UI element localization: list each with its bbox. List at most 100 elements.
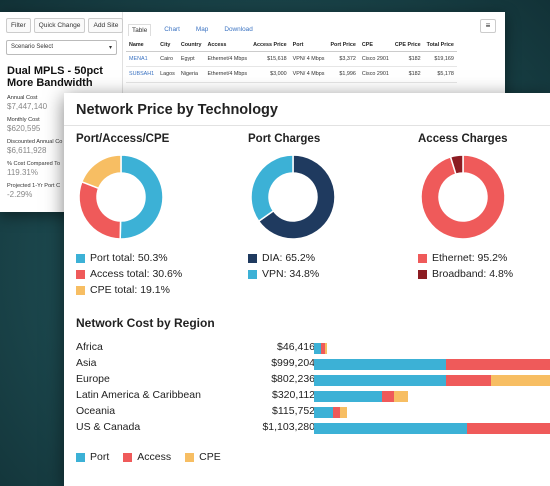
region-total: $320,112: [271, 389, 315, 401]
site-name-link[interactable]: MENA1: [126, 51, 158, 67]
legend-label: Ethernet: 95.2%: [432, 252, 508, 264]
site-name-link[interactable]: SUBSAH1: [126, 66, 158, 83]
scenario-panel: Filter Quick Change Add Site Scenario Se…: [0, 12, 124, 212]
bar-segment-port[interactable]: [314, 423, 468, 434]
legend-label: Access total: 30.6%: [90, 268, 183, 280]
legend-swatch: [248, 253, 257, 263]
donut-legend: Ethernet: 95.2% Broadband: 4.8%: [418, 252, 550, 280]
tab-chart[interactable]: Chart: [164, 26, 180, 33]
legend-item: CPE: [185, 451, 221, 463]
legend-swatch: [248, 269, 257, 279]
table-row[interactable]: MENA1 Cairo Egypt Ethernet/4 Mbps $15,618 VPN…: [126, 51, 457, 67]
table-cell: Cisco 2901: [358, 66, 392, 83]
bar-segment-cpe[interactable]: [491, 375, 550, 386]
donut-slice[interactable]: [420, 154, 506, 240]
legend-item: VPN: 34.8%: [248, 268, 398, 280]
metric-label: Annual Cost: [7, 95, 38, 101]
donut-graphic: [78, 154, 164, 240]
donut-graphic: [420, 154, 506, 240]
quick-change-button[interactable]: Quick Change: [33, 18, 86, 33]
table-cell: $19,169: [423, 51, 457, 67]
table-header[interactable]: Access Price: [250, 40, 290, 52]
region-bar[interactable]: [314, 391, 550, 402]
donut-slice[interactable]: [119, 154, 164, 240]
region-bar[interactable]: [314, 359, 550, 370]
region-row: Europe $802,236: [76, 373, 550, 387]
donut-slice[interactable]: [257, 154, 336, 240]
legend-label: VPN: 34.8%: [262, 268, 320, 280]
bar-segment-access[interactable]: [382, 391, 395, 402]
table-cell: Cairo: [157, 51, 178, 67]
bar-segment-port[interactable]: [314, 407, 333, 418]
donut-slice[interactable]: [449, 154, 464, 176]
scenario-select[interactable]: Scenario Select ▾: [6, 40, 117, 55]
metric-label: Monthly Cost: [7, 117, 40, 123]
table-header[interactable]: Port Price: [327, 40, 359, 52]
table-header[interactable]: Total Price: [423, 40, 457, 52]
region-name: US & Canada: [76, 421, 141, 433]
table-cell: Egypt: [177, 51, 205, 67]
bar-segment-port[interactable]: [314, 391, 383, 402]
legend-label: Broadband: 4.8%: [432, 268, 514, 280]
bar-segment-access[interactable]: [321, 343, 325, 354]
region-row: Asia $999,204: [76, 357, 550, 371]
region-bar[interactable]: [314, 343, 550, 354]
region-name: Oceania: [76, 405, 116, 417]
donut-slice[interactable]: [78, 180, 122, 240]
legend-label: DIA: 65.2%: [262, 252, 316, 264]
filter-button[interactable]: Filter: [6, 18, 31, 33]
bar-segment-access[interactable]: [332, 407, 340, 418]
bar-segment-access[interactable]: [446, 359, 550, 370]
legend-item: Ethernet: 95.2%: [418, 252, 550, 264]
table-header[interactable]: CPE Price: [391, 40, 424, 52]
sites-table: Name City Country Access Access Price Port Por…: [126, 40, 457, 83]
legend-item: Port total: 50.3%: [76, 252, 226, 264]
legend-swatch: [76, 253, 85, 263]
region-row: Oceania $115,752: [76, 405, 550, 419]
bar-segment-cpe[interactable]: [324, 343, 327, 354]
legend-label: Port total: 50.3%: [90, 252, 168, 264]
region-name: Europe: [76, 373, 110, 385]
column-menu-button[interactable]: ≡: [480, 19, 496, 33]
region-bar[interactable]: [314, 423, 550, 434]
title-divider: [64, 125, 550, 126]
bar-segment-port[interactable]: [314, 375, 447, 386]
donut-title: Port Charges: [248, 133, 321, 145]
legend-swatch: [123, 452, 133, 462]
bar-segment-access[interactable]: [467, 423, 550, 434]
table-header[interactable]: Port: [289, 40, 328, 52]
bar-segment-port[interactable]: [314, 359, 447, 370]
donut-legend: DIA: 65.2% VPN: 34.8%: [248, 252, 398, 280]
legend-item: Access: [123, 451, 171, 463]
legend-item: Access total: 30.6%: [76, 268, 226, 280]
region-name: Africa: [76, 341, 103, 353]
table-cell: Lagos: [157, 66, 178, 83]
donut-chart: Port Charges DIA: 65.2% VPN: 34.8%: [248, 133, 398, 280]
region-row: Africa $46,416: [76, 341, 550, 355]
donut-slice[interactable]: [250, 154, 294, 223]
table-header[interactable]: City: [157, 40, 178, 52]
region-bar[interactable]: [314, 407, 550, 418]
table-cell: $3,000: [250, 66, 290, 83]
bar-segment-access[interactable]: [446, 375, 491, 386]
bar-segment-cpe[interactable]: [339, 407, 348, 418]
table-header[interactable]: Country: [177, 40, 205, 52]
add-site-button[interactable]: Add Site: [88, 18, 124, 33]
donut-graphic: [250, 154, 336, 240]
tab-table[interactable]: Table: [128, 24, 152, 36]
table-header[interactable]: Access: [204, 40, 251, 52]
tab-map[interactable]: Map: [195, 26, 209, 33]
table-header[interactable]: Name: [126, 40, 158, 52]
table-cell: $5,178: [423, 66, 457, 83]
chevron-down-icon: ▾: [108, 45, 112, 51]
legend-swatch: [76, 452, 85, 462]
table-header[interactable]: CPE: [358, 40, 392, 52]
region-bar[interactable]: [314, 375, 550, 386]
metric-label: Discounted Annual Co: [7, 139, 63, 145]
table-row[interactable]: SUBSAH1 Lagos Nigeria Ethernet/4 Mbps $3,000…: [126, 66, 457, 83]
bar-segment-cpe[interactable]: [394, 391, 409, 402]
region-total: $46,416: [277, 341, 315, 353]
donut-slice[interactable]: [80, 154, 122, 190]
bar-segment-port[interactable]: [314, 343, 322, 354]
tab-download[interactable]: Download: [224, 26, 253, 33]
